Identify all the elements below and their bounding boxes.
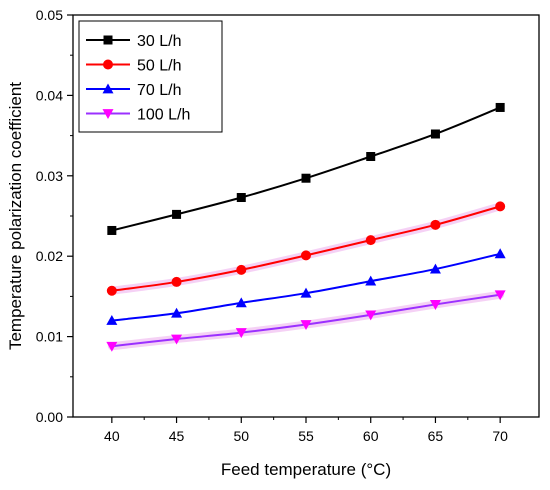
series-2-point: [106, 315, 118, 325]
series-3-point: [365, 310, 377, 321]
legend: 30 L/h 50 L/h 70 L/h 100 L/h: [78, 20, 223, 133]
legend-marker-2: [102, 83, 114, 94]
x-tick-label: 50: [233, 428, 249, 444]
series-0-point: [107, 225, 117, 235]
series-1-point: [171, 276, 182, 287]
series-0: [107, 102, 505, 235]
series-3: [106, 290, 506, 352]
x-axis-ticks: 40 45 50 55 60 65 70: [104, 417, 508, 444]
series-1-point: [365, 235, 376, 246]
series-1-point: [430, 219, 441, 230]
legend-marker-1: [103, 59, 113, 70]
series-1-point: [495, 201, 506, 212]
series-0-point: [301, 173, 311, 183]
x-tick-label: 65: [428, 428, 444, 444]
x-axis-title: Feed temperature (°C): [221, 460, 391, 479]
y-tick-label: 0.01: [36, 329, 63, 345]
y-axis-ticks: 0.00 0.01 0.02 0.03 0.04 0.05: [36, 7, 73, 425]
series-2-point: [171, 307, 183, 318]
y-tick-label: 0.05: [36, 7, 63, 23]
series-1-point: [106, 285, 117, 296]
series-2-line: [111, 252, 501, 322]
y-tick-label: 0.02: [36, 248, 63, 264]
x-tick-label: 70: [492, 428, 508, 444]
series-2-point: [300, 287, 312, 298]
series-3-point: [300, 320, 312, 331]
series-0-point: [236, 193, 246, 203]
x-tick-label: 55: [298, 428, 314, 444]
series-3-point: [429, 300, 441, 310]
series-1-point: [301, 250, 311, 261]
series-layer: [106, 102, 506, 352]
series-3-point: [494, 290, 506, 301]
legend-label-1: 50 L/h: [137, 58, 181, 75]
series-2-point: [365, 275, 377, 286]
y-tick-label: 0.00: [36, 409, 63, 425]
x-tick-label: 60: [363, 428, 379, 444]
series-3-point: [106, 341, 118, 352]
series-3-point: [171, 334, 183, 345]
series-2-point: [429, 263, 441, 274]
y-tick-label: 0.03: [36, 168, 63, 184]
x-tick-label: 40: [104, 428, 120, 444]
y-tick-label: 0.04: [36, 87, 63, 103]
x-tick-label: 45: [169, 428, 185, 444]
series-2-point: [494, 248, 506, 259]
series-1-point: [236, 264, 247, 275]
series-2: [106, 248, 506, 325]
legend-label-3: 100 L/h: [137, 107, 190, 124]
series-1-halo: [107, 202, 505, 295]
legend-marker-0: [103, 35, 113, 45]
series-2-point: [235, 297, 247, 308]
legend-label-2: 70 L/h: [137, 82, 181, 99]
series-3-point: [235, 328, 247, 339]
series-0-point: [366, 152, 376, 162]
y-axis-title: Temperature polarization coefficient: [6, 82, 25, 350]
series-0-point: [172, 209, 182, 219]
series-1: [106, 201, 506, 296]
legend-marker-3: [102, 109, 114, 119]
legend-label-0: 30 L/h: [137, 33, 181, 50]
series-0-point: [495, 102, 505, 112]
series-0-point: [430, 129, 440, 139]
